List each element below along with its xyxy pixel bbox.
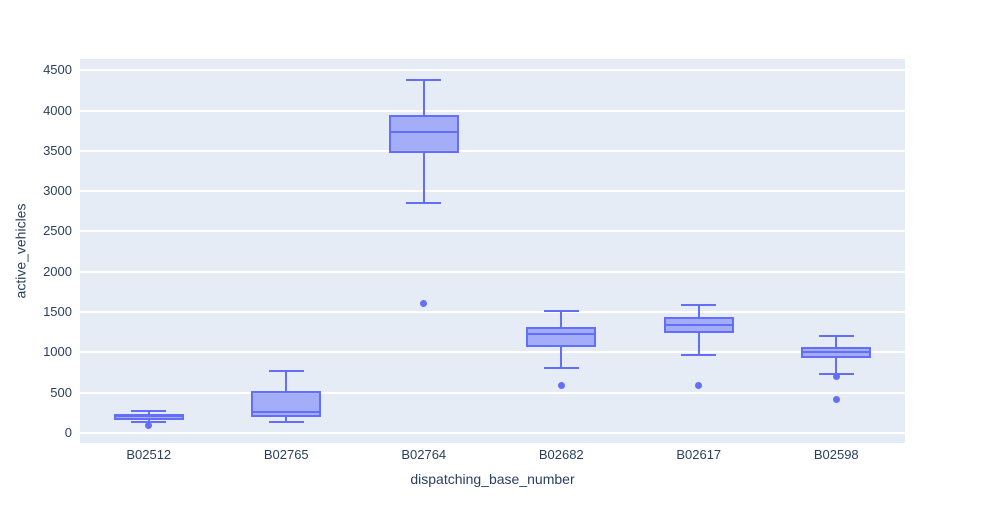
outlier-point[interactable] bbox=[832, 373, 840, 381]
gridline-y-3000 bbox=[80, 190, 905, 193]
max-cap bbox=[268, 370, 304, 373]
lower-whisker bbox=[560, 346, 563, 369]
gridline-y-500 bbox=[80, 391, 905, 394]
gridline-y-1500 bbox=[80, 311, 905, 314]
y-axis-title-container: active_vehicles bbox=[4, 59, 36, 443]
outlier-point[interactable] bbox=[420, 299, 428, 307]
max-cap bbox=[818, 335, 854, 338]
median-line bbox=[663, 323, 734, 326]
y-tick-label-500: 500 bbox=[50, 384, 72, 400]
x-tick-label-B02598: B02598 bbox=[813, 447, 859, 462]
median-line bbox=[251, 410, 322, 413]
max-cap bbox=[681, 303, 717, 306]
iqr-box[interactable] bbox=[251, 391, 322, 417]
min-cap bbox=[268, 421, 304, 424]
y-tick-label-3000: 3000 bbox=[43, 183, 72, 199]
y-axis-title: active_vehicles bbox=[12, 203, 28, 299]
upper-whisker bbox=[285, 371, 288, 391]
y-tick-label-2000: 2000 bbox=[43, 263, 72, 279]
y-tick-label-4000: 4000 bbox=[43, 102, 72, 118]
gridline-y-3500 bbox=[80, 149, 905, 152]
y-tick-label-2500: 2500 bbox=[43, 223, 72, 239]
gridline-y-2000 bbox=[80, 270, 905, 273]
x-tick-label-B02682: B02682 bbox=[538, 447, 584, 462]
x-tick-label-B02512: B02512 bbox=[126, 447, 172, 462]
gridline-y-0 bbox=[80, 431, 905, 434]
upper-whisker bbox=[560, 310, 563, 327]
y-tick-label-0: 0 bbox=[64, 424, 72, 440]
plot-area[interactable] bbox=[80, 59, 905, 443]
x-tick-label-B02617: B02617 bbox=[676, 447, 722, 462]
lower-whisker bbox=[835, 357, 838, 375]
gridline-y-4500 bbox=[80, 69, 905, 72]
lower-whisker bbox=[285, 416, 288, 423]
median-line bbox=[801, 351, 872, 354]
x-tick-label-B02764: B02764 bbox=[401, 447, 447, 462]
iqr-box[interactable] bbox=[526, 326, 597, 347]
iqr-box[interactable] bbox=[388, 115, 459, 153]
lower-whisker bbox=[697, 332, 700, 355]
max-cap bbox=[543, 309, 579, 312]
x-axis-title: dispatching_base_number bbox=[410, 471, 575, 487]
median-line bbox=[526, 333, 597, 336]
upper-whisker bbox=[147, 411, 150, 414]
median-line bbox=[113, 415, 184, 418]
outlier-point[interactable] bbox=[695, 382, 703, 390]
gridline-y-2500 bbox=[80, 230, 905, 233]
max-cap bbox=[131, 410, 167, 413]
max-cap bbox=[406, 78, 442, 81]
median-line bbox=[388, 131, 459, 134]
outlier-point[interactable] bbox=[145, 421, 153, 429]
min-cap bbox=[681, 353, 717, 356]
outlier-point[interactable] bbox=[832, 396, 840, 404]
upper-whisker bbox=[697, 304, 700, 317]
x-tick-label-B02765: B02765 bbox=[263, 447, 309, 462]
lower-whisker bbox=[147, 420, 150, 423]
y-tick-label-4500: 4500 bbox=[43, 62, 72, 78]
gridline-y-4000 bbox=[80, 109, 905, 112]
min-cap bbox=[406, 201, 442, 204]
y-tick-label-1500: 1500 bbox=[43, 304, 72, 320]
lower-whisker bbox=[422, 152, 425, 203]
min-cap bbox=[543, 367, 579, 370]
upper-whisker bbox=[835, 336, 838, 348]
gridline-y-1000 bbox=[80, 351, 905, 354]
outlier-point[interactable] bbox=[557, 382, 565, 390]
upper-whisker bbox=[422, 79, 425, 115]
y-tick-label-1000: 1000 bbox=[43, 344, 72, 360]
y-tick-label-3500: 3500 bbox=[43, 142, 72, 158]
